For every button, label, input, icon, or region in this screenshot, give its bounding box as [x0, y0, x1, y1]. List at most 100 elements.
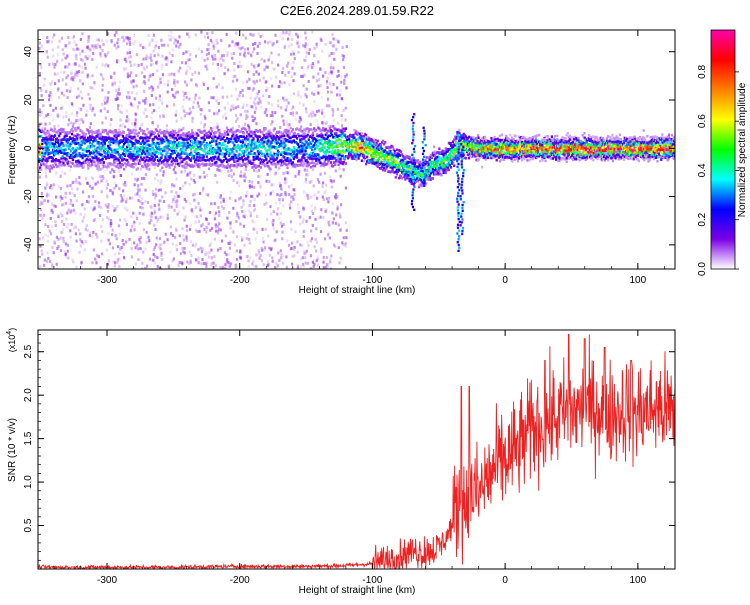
spectrogram-cell: [230, 137, 233, 141]
spectrogram-cell: [73, 148, 76, 152]
spectrogram-cell: [250, 146, 253, 150]
spectrogram-noise-cell: [176, 80, 179, 84]
spectrogram-cell: [224, 157, 228, 161]
spectrogram-cell: [90, 151, 93, 155]
spectrogram-noise-cell: [307, 196, 310, 200]
spectrogram-noise-cell: [204, 253, 207, 257]
spectrogram-cell: [311, 157, 315, 160]
spectrogram-cell: [172, 133, 176, 137]
spectrogram-noise-cell: [83, 62, 87, 66]
spectrogram-cell: [232, 155, 235, 159]
spectrogram-noise-cell: [243, 179, 246, 183]
spectrogram-noise-cell: [249, 200, 252, 204]
spectrogram-noise-cell: [283, 46, 286, 50]
spectrogram-noise-cell: [287, 70, 290, 74]
spectrogram-cell: [218, 131, 221, 135]
spectrogram-cell: [185, 161, 188, 164]
spectrogram-noise-cell: [191, 119, 194, 123]
spectrogram-noise-cell: [232, 206, 235, 210]
spectrogram-cell: [168, 148, 171, 151]
spectrogram-noise-cell: [105, 63, 108, 67]
spectrogram-noise-cell: [82, 103, 85, 107]
spectrogram-cell: [273, 162, 276, 166]
spectrogram-noise-cell: [240, 205, 243, 209]
spectrogram-noise-cell: [49, 216, 52, 220]
spectrogram-noise-cell: [342, 130, 345, 134]
spectrogram-cell: [297, 143, 300, 146]
spectrogram-cell: [212, 156, 215, 159]
spectrogram-noise-cell: [66, 225, 69, 229]
spectrogram-cell: [272, 156, 275, 159]
spectrogram-noise-cell: [286, 64, 289, 68]
spectrogram-noise-cell: [322, 115, 325, 119]
spectrogram-noise-cell: [259, 153, 263, 157]
spectrogram-cell: [173, 129, 177, 133]
spectrogram-noise-cell: [119, 218, 122, 222]
spectrogram-noise-cell: [185, 135, 188, 139]
spectrogram-noise-cell: [105, 215, 109, 219]
spectrogram-noise-cell: [237, 46, 240, 50]
spectrogram-noise-cell: [217, 137, 220, 141]
spectrogram-cell: [311, 164, 315, 168]
spectrogram-noise-cell: [77, 70, 80, 74]
spectrogram-noise-cell: [327, 200, 330, 204]
spectrogram-noise-cell: [246, 255, 249, 259]
spectrogram-noise-cell: [248, 241, 251, 245]
spectrogram-cell: [263, 145, 266, 148]
spectrogram-cell: [182, 138, 185, 141]
spectrogram-noise-cell: [107, 202, 110, 206]
spectrogram-cell: [234, 137, 237, 140]
spectrogram-cell: [190, 163, 194, 167]
spectrogram-cell: [134, 162, 137, 166]
spectrogram-noise-cell: [116, 107, 120, 111]
spectrogram-noise-cell: [297, 203, 300, 207]
spectrogram-noise-cell: [106, 110, 109, 114]
spectrogram-noise-cell: [40, 89, 43, 93]
spectrogram-noise-cell: [316, 178, 320, 182]
spectrogram-noise-cell: [144, 97, 148, 101]
spectrogram-noise-cell: [159, 116, 162, 120]
spectrogram-cell: [50, 145, 53, 148]
spectrogram-noise-cell: [130, 196, 134, 200]
spectrogram-cell: [234, 145, 237, 149]
spectrogram-cell: [122, 131, 126, 134]
spectrogram-noise-cell: [201, 222, 205, 226]
spectrogram-noise-cell: [85, 56, 88, 60]
spectrogram-noise-cell: [325, 183, 328, 187]
spectrogram-noise-cell: [125, 67, 128, 71]
spectrogram-noise-cell: [284, 44, 287, 48]
spectrogram-cell: [142, 149, 145, 153]
spectrogram-cell: [214, 155, 217, 159]
spectrogram-noise-cell: [88, 97, 91, 101]
spectrogram-noise-cell: [160, 38, 163, 42]
spectrogram-cell: [209, 151, 213, 155]
spectrogram-noise-cell: [107, 259, 111, 263]
spectrogram-noise-cell: [86, 75, 89, 79]
spectrogram-noise-cell: [255, 79, 258, 83]
spectrogram-noise-cell: [321, 108, 324, 112]
spectrogram-noise-cell: [128, 43, 132, 47]
spectrogram-noise-cell: [206, 86, 210, 90]
spectrogram-noise-cell: [239, 256, 242, 260]
spectrogram-cell: [314, 164, 317, 168]
spectrogram-noise-cell: [188, 35, 191, 39]
spectrogram-noise-cell: [91, 177, 95, 181]
spectrogram-cell: [275, 146, 279, 149]
spectrogram-noise-cell: [140, 123, 143, 127]
spectrogram-cell: [113, 158, 116, 162]
spectrogram-noise-cell: [221, 95, 224, 99]
spectrogram-noise-cell: [126, 208, 129, 212]
spectrogram-noise-cell: [257, 174, 260, 178]
spectrogram-noise-cell: [71, 75, 74, 79]
spectrogram-cell: [216, 149, 219, 152]
spectrogram-noise-cell: [288, 202, 291, 206]
spectrogram-cell: [283, 156, 286, 159]
spectrogram-cell: [161, 166, 164, 169]
spectrogram-noise-cell: [239, 91, 242, 95]
spectrogram-cell: [99, 132, 102, 136]
spectrogram-noise-cell: [342, 58, 345, 62]
spectrogram-noise-cell: [58, 165, 62, 169]
spectrogram-cell: [265, 141, 268, 144]
spectrogram-noise-cell: [195, 164, 198, 168]
spectrogram-noise-cell: [328, 141, 331, 145]
